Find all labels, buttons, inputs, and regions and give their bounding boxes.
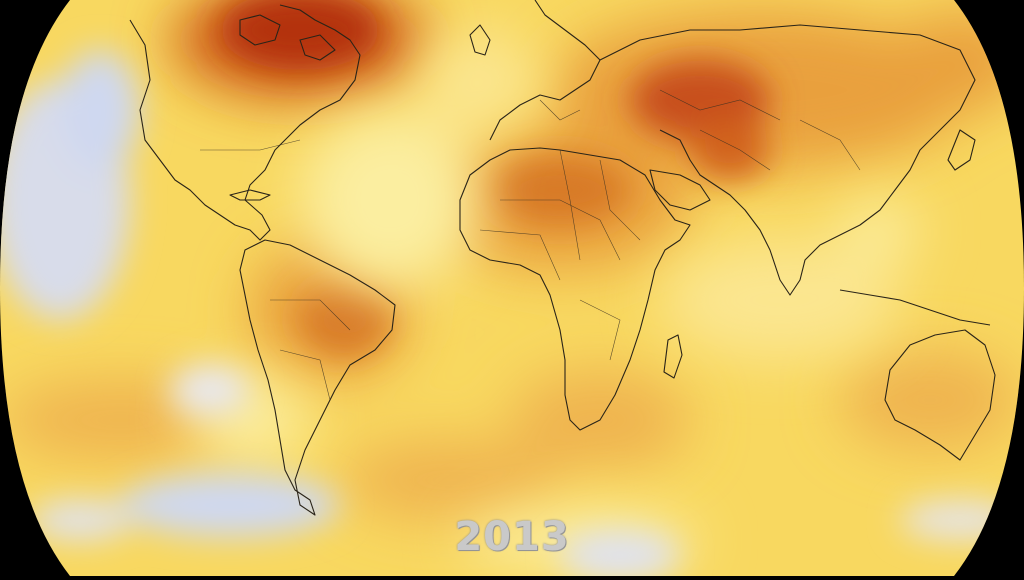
- japan: [947, 129, 976, 171]
- canada-islands: [239, 14, 336, 61]
- arabia: [649, 169, 711, 211]
- north-america-coast: [129, 4, 361, 241]
- africa-coast: [459, 147, 691, 431]
- australia-coast: [884, 329, 996, 461]
- indonesia: [839, 289, 991, 326]
- europe-coast: [489, 0, 601, 141]
- madagascar: [663, 334, 683, 379]
- asia-coast: [599, 24, 976, 296]
- hot-blobs: [220, 0, 770, 355]
- cuba: [229, 189, 271, 201]
- cold-blobs: [0, 50, 1020, 576]
- uk: [469, 24, 491, 56]
- year-label: 2013: [454, 514, 570, 560]
- south-america-coast: [239, 239, 396, 516]
- borders: [200, 89, 861, 401]
- coastlines: [129, 0, 996, 516]
